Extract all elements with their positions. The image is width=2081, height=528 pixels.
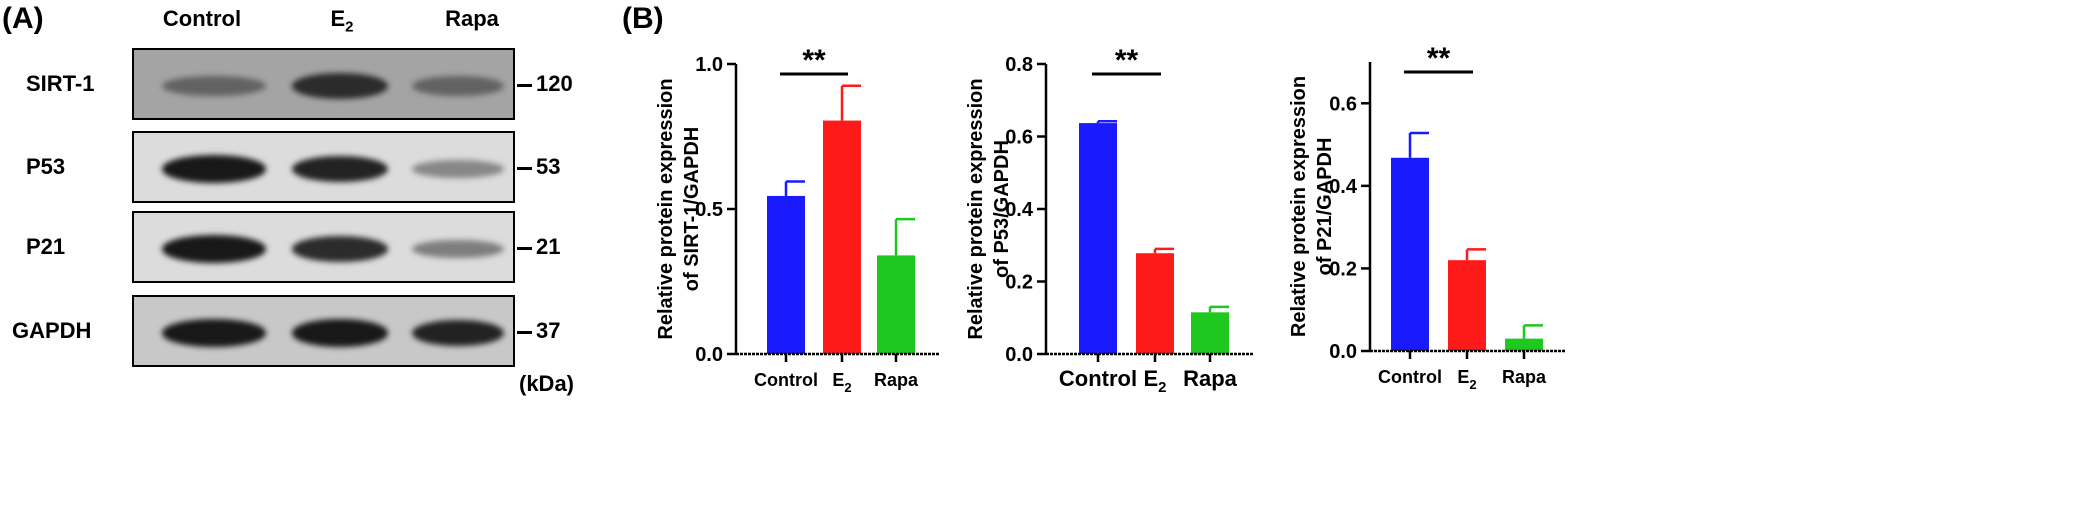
lane-label-e2-text: E (330, 6, 346, 31)
kda-marker-p21: 21 (536, 234, 561, 259)
blot-label-p21: P21 (26, 234, 66, 259)
chart3-bar-e2 (1448, 260, 1486, 351)
chart2-significance-label: ** (1115, 44, 1139, 77)
lane-label-e2-subscript: 2 (345, 18, 354, 36)
kda-tick-sirt-1 (517, 84, 532, 87)
band-sirt-1-control (162, 75, 266, 97)
lane-label-e2: E2 (272, 6, 412, 35)
chart2-x-tick-label-rapa: Rapa (1183, 366, 1238, 391)
kda-tick-p53 (517, 167, 532, 170)
chart1-y-tick-label-0: 0.0 (695, 344, 723, 366)
chart1-y-axis-label-line-1: Relative protein expression (655, 78, 677, 339)
chart1-bar-control (767, 195, 805, 354)
chart1-bar-e2 (823, 120, 861, 354)
chart1-x-tick-label-rapa: Rapa (874, 370, 919, 390)
band-p21-e2 (292, 236, 388, 262)
chart2-y-axis-label-line-1: Relative protein expression (965, 78, 987, 339)
kda-tick-gapdh (517, 331, 532, 334)
chart3-y-tick-label-2: 0.4 (1329, 176, 1358, 198)
band-p21-control (162, 235, 266, 263)
band-sirt-1-e2 (292, 73, 388, 99)
chart3-y-tick-label-0: 0.0 (1329, 341, 1357, 363)
kda-tick-p21 (517, 247, 532, 250)
chart3-x-tick-label-e2: E2 (1457, 367, 1476, 392)
blot-label-gapdh: GAPDH (12, 318, 92, 343)
chart3-y-tick-label-1: 0.2 (1329, 258, 1357, 280)
band-p21-rapa (412, 239, 504, 259)
chart3-x-tick-label-control: Control (1378, 367, 1442, 387)
chart2-y-tick-label-3: 0.6 (1005, 127, 1033, 149)
kda-marker-p53: 53 (536, 154, 561, 179)
chart2-x-tick-label-control: Control (1059, 366, 1137, 391)
band-gapdh-control (162, 319, 266, 347)
chart2-x-tick-label-e2: E2 (1143, 366, 1166, 396)
kda-marker-sirt-1: 120 (536, 71, 573, 96)
chart3-significance-label: ** (1427, 42, 1451, 75)
blot-sirt-1 (132, 48, 515, 120)
chart3-bar-rapa (1505, 338, 1543, 351)
blot-p21 (132, 211, 515, 283)
chart2-bar-e2 (1136, 253, 1174, 354)
chart3-y-tick-label-3: 0.6 (1329, 93, 1357, 115)
blot-label-p53: P53 (26, 154, 66, 179)
panel-b-label: (B) (622, 2, 664, 35)
chart2-y-tick-label-2: 0.4 (1005, 199, 1034, 221)
band-p53-e2 (292, 155, 388, 183)
chart2-y-tick-label-1: 0.2 (1005, 272, 1033, 294)
chart3-y-axis-label-line-1: Relative protein expression (1288, 76, 1310, 337)
chart2-bar-rapa (1191, 312, 1229, 354)
chart3-y-axis-label-line-2: of P21/GAPDH (1314, 138, 1336, 276)
lane-label-control: Control (162, 6, 242, 31)
band-sirt-1-rapa (412, 75, 504, 97)
blot-p53 (132, 131, 515, 203)
chart1-significance-label: ** (802, 44, 826, 77)
chart1-x-tick-label-control: Control (754, 370, 818, 390)
chart1-x-tick-label-e2: E2 (832, 370, 851, 395)
blot-label-sirt-1: SIRT-1 (26, 71, 95, 96)
chart2-x-tick-label-e2-subscript: 2 (1158, 379, 1166, 396)
chart3-bar-control (1391, 157, 1429, 351)
lane-label-rapa: Rapa (445, 6, 499, 31)
chart1-y-axis-label-line-2: of SIRT-1/GAPDH (681, 127, 703, 291)
chart1-x-tick-label-e2-subscript: 2 (844, 380, 851, 395)
chart2-y-tick-label-4: 0.8 (1005, 54, 1033, 76)
chart2-y-tick-label-0: 0.0 (1005, 344, 1033, 366)
chart3-x-tick-label-e2-subscript: 2 (1469, 377, 1476, 392)
band-p53-rapa (412, 160, 504, 178)
chart1-y-tick-label-2: 1.0 (695, 54, 723, 76)
kda-unit-label: (kDa) (519, 371, 575, 396)
chart2-bar-control (1079, 123, 1117, 355)
panel-a-label: (A) (2, 2, 44, 35)
kda-marker-gapdh: 37 (536, 318, 561, 343)
chart3-x-tick-label-rapa: Rapa (1502, 367, 1547, 387)
chart1-y-tick-label-1: 0.5 (695, 199, 723, 221)
chart2-y-axis-label-line-2: of P53/GAPDH (991, 140, 1013, 278)
band-gapdh-e2 (292, 319, 388, 347)
blot-gapdh (132, 295, 515, 367)
band-gapdh-rapa (412, 319, 504, 347)
band-p53-control (162, 155, 266, 183)
chart1-bar-rapa (877, 255, 915, 354)
